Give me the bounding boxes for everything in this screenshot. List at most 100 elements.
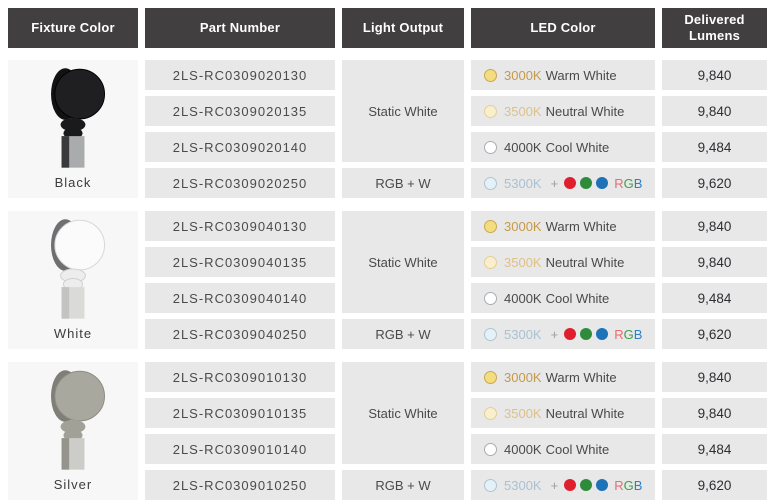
rgb-dot-green-icon	[580, 328, 593, 340]
fixture-color-column: Black	[8, 60, 138, 198]
led-swatch-icon	[484, 291, 497, 305]
light-output-static-cell: Static White	[342, 60, 464, 162]
lumens-cell: 9,484	[662, 283, 767, 313]
led-color-cell: 5300K + RGB	[471, 470, 655, 500]
led-color-cell: 3000K Warm White	[471, 362, 655, 392]
rgb-dot-blue-icon	[596, 479, 609, 491]
rgb-dot-red-icon	[564, 479, 577, 491]
part-number-cell: 2LS-RC0309010250	[145, 470, 335, 500]
led-color-column: 3000K Warm White 3500K Neutral White 400…	[471, 211, 655, 349]
led-temp-label: 3500K	[504, 405, 542, 421]
rgb-label: RGB	[614, 477, 643, 493]
led-swatch-icon	[484, 327, 497, 341]
led-color-cell: 3500K Neutral White	[471, 398, 655, 428]
plus-sign: +	[550, 477, 559, 493]
led-color-column: 3000K Warm White 3500K Neutral White 400…	[471, 60, 655, 198]
group-white: White 2LS-RC0309040130 2LS-RC0309040135 …	[8, 211, 768, 349]
rgb-dot-red-icon	[564, 328, 577, 340]
led-color-cell: 4000K Cool White	[471, 283, 655, 313]
header-cell-delivered-lumens: Delivered Lumens	[662, 8, 767, 48]
header-cell-led-color: LED Color	[471, 8, 655, 48]
part-number-column: 2LS-RC0309020130 2LS-RC0309020135 2LS-RC…	[145, 60, 335, 198]
group-black: Black 2LS-RC0309020130 2LS-RC0309020135 …	[8, 60, 768, 198]
led-name-label: Cool White	[545, 139, 610, 155]
led-color-cell: 3500K Neutral White	[471, 247, 655, 277]
lumens-cell: 9,840	[662, 362, 767, 392]
led-color-cell: 3500K Neutral White	[471, 96, 655, 126]
led-temp-label: 5300K	[504, 175, 542, 191]
part-number-cell: 2LS-RC0309020140	[145, 132, 335, 162]
part-number-cell: 2LS-RC0309020250	[145, 168, 335, 198]
plus-sign: +	[550, 326, 559, 342]
fixture-color-label: White	[53, 326, 93, 341]
fixture-color-column: Silver	[8, 362, 138, 500]
led-temp-label: 4000K	[504, 441, 542, 457]
led-swatch-icon	[484, 219, 497, 233]
fixture-color-label: Silver	[53, 477, 93, 492]
lumens-cell: 9,840	[662, 60, 767, 90]
led-swatch-icon	[484, 406, 497, 420]
led-color-cell: 4000K Cool White	[471, 434, 655, 464]
header-cell-light-output: Light Output	[342, 8, 464, 48]
led-swatch-icon	[484, 176, 497, 190]
lumens-column: 9,840 9,840 9,484 9,620	[662, 60, 767, 198]
rgb-dot-green-icon	[580, 479, 593, 491]
led-color-cell: 5300K + RGB	[471, 168, 655, 198]
part-number-cell: 2LS-RC0309040250	[145, 319, 335, 349]
lumens-column: 9,840 9,840 9,484 9,620	[662, 211, 767, 349]
header-cell-fixture-color: Fixture Color	[8, 8, 138, 48]
led-temp-label: 3000K	[504, 369, 542, 385]
part-number-cell: 2LS-RC0309020130	[145, 60, 335, 90]
part-number-cell: 2LS-RC0309040135	[145, 247, 335, 277]
led-temp-label: 5300K	[504, 326, 542, 342]
header-cell-part-number: Part Number	[145, 8, 335, 48]
lumens-cell: 9,620	[662, 470, 767, 500]
led-temp-label: 4000K	[504, 290, 542, 306]
rgb-label: RGB	[614, 175, 643, 191]
led-name-label: Neutral White	[545, 103, 625, 119]
fixture-photo-white	[51, 219, 106, 319]
lumens-column: 9,840 9,840 9,484 9,620	[662, 362, 767, 500]
led-name-label: Cool White	[545, 290, 610, 306]
led-temp-label: 3500K	[504, 103, 542, 119]
led-name-label: Warm White	[545, 369, 617, 385]
part-number-cell: 2LS-RC0309010130	[145, 362, 335, 392]
led-name-label: Neutral White	[545, 254, 625, 270]
led-swatch-icon	[484, 140, 497, 154]
light-output-rgbw-cell: RGB + W	[342, 319, 464, 349]
led-color-cell: 4000K Cool White	[471, 132, 655, 162]
led-swatch-icon	[484, 442, 497, 456]
led-swatch-icon	[484, 370, 497, 384]
led-temp-label: 3500K	[504, 254, 542, 270]
led-swatch-icon	[484, 478, 497, 492]
led-color-cell: 5300K + RGB	[471, 319, 655, 349]
led-name-label: Neutral White	[545, 405, 625, 421]
rgb-dot-blue-icon	[596, 177, 609, 189]
fixture-cell-white: White	[8, 211, 138, 349]
group-silver: Silver 2LS-RC0309010130 2LS-RC0309010135…	[8, 362, 768, 500]
led-temp-label: 3000K	[504, 218, 542, 234]
part-number-cell: 2LS-RC0309010140	[145, 434, 335, 464]
lumens-cell: 9,840	[662, 398, 767, 428]
led-color-column: 3000K Warm White 3500K Neutral White 400…	[471, 362, 655, 500]
light-output-rgbw-cell: RGB + W	[342, 470, 464, 500]
rgb-dot-green-icon	[580, 177, 593, 189]
table-header-row: Fixture Color Part Number Light Output L…	[8, 8, 768, 48]
part-number-cell: 2LS-RC0309040140	[145, 283, 335, 313]
rgb-dot-red-icon	[564, 177, 577, 189]
led-temp-label: 5300K	[504, 477, 542, 493]
led-swatch-icon	[484, 104, 497, 118]
fixture-photo-silver	[51, 370, 106, 470]
led-name-label: Warm White	[545, 67, 617, 83]
part-number-cell: 2LS-RC0309010135	[145, 398, 335, 428]
light-output-rgbw-cell: RGB + W	[342, 168, 464, 198]
part-number-column: 2LS-RC0309010130 2LS-RC0309010135 2LS-RC…	[145, 362, 335, 500]
light-output-column: Static White RGB + W	[342, 362, 464, 500]
lumens-cell: 9,840	[662, 247, 767, 277]
led-swatch-icon	[484, 255, 497, 269]
fixture-cell-silver: Silver	[8, 362, 138, 500]
plus-sign: +	[550, 175, 559, 191]
lumens-cell: 9,840	[662, 96, 767, 126]
fixture-cell-black: Black	[8, 60, 138, 198]
rgb-dot-blue-icon	[596, 328, 609, 340]
